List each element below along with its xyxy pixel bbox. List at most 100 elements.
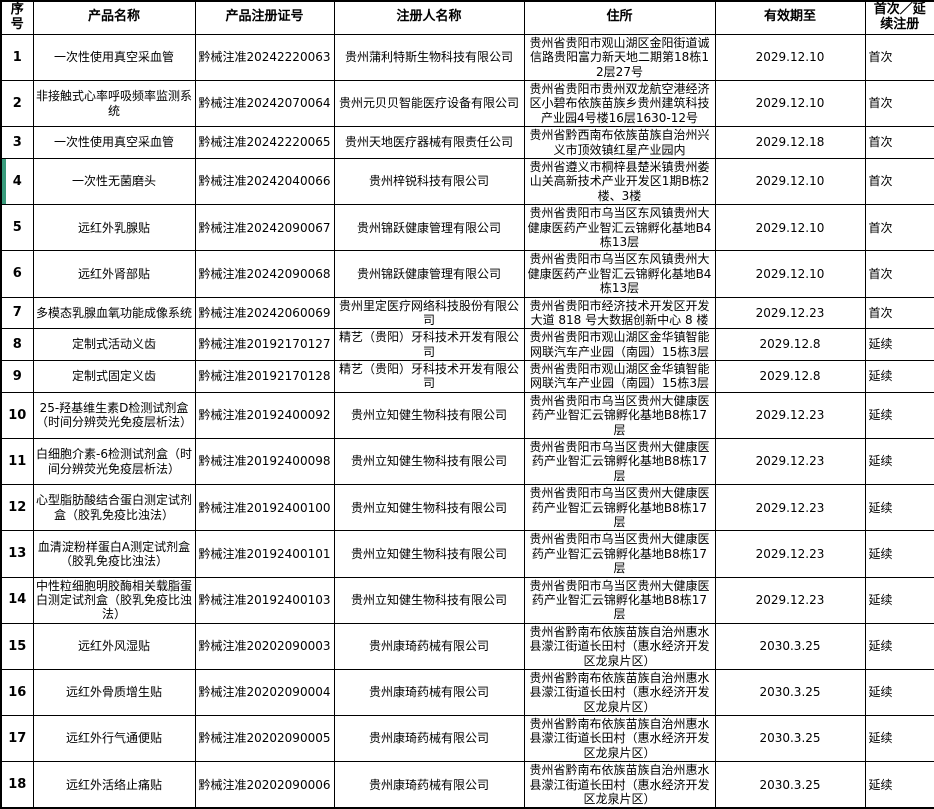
cell-registration-type: 延续	[864, 576, 934, 624]
cell-registration-type: 延续	[864, 391, 934, 440]
header-serial-number: 序号	[0, 0, 34, 35]
cell-product-name: 一次性使用真空采血管	[32, 33, 196, 82]
cell-serial-number: 5	[0, 204, 34, 252]
header-registration-type: 首次／延续注册	[864, 0, 934, 35]
cell-registration-type: 首次	[864, 157, 934, 206]
cell-registration-type: 首次	[864, 204, 934, 252]
table-row: 4 一次性无菌磨头 黔械注准20242040066 贵州梓锐科技有限公司 贵州省遵义市桐…	[0, 157, 934, 206]
cell-registrant-name: 贵州康琦药械有限公司	[333, 715, 525, 763]
cell-registrant-name: 贵州康琦药械有限公司	[333, 622, 525, 670]
cell-registration-number: 黔械注准20242090067	[194, 204, 335, 252]
cell-address: 贵州省黔西南布依族苗族自治州兴义市顶效镇红星产业园内	[523, 126, 716, 159]
cell-product-name: 定制式活动义齿	[32, 328, 196, 362]
cell-registrant-name: 贵州立知健生物科技有限公司	[333, 576, 525, 624]
cell-product-name: 定制式固定义齿	[32, 360, 196, 393]
cell-serial-number: 13	[0, 530, 34, 578]
cell-serial-number: 14	[0, 576, 34, 624]
cell-registration-type: 延续	[864, 761, 934, 809]
cell-registrant-name: 贵州里定医疗网络科技股份有限公司	[333, 296, 525, 330]
cell-product-name: 非接触式心率呼吸频率监测系统	[32, 80, 196, 128]
cell-valid-until: 2029.12.10	[714, 80, 866, 128]
cell-serial-number: 12	[0, 484, 34, 532]
cell-registration-number: 黔械注准20192170128	[194, 360, 335, 393]
cell-address: 贵州省黔南布依族苗族自治州惠水县濛江街道长田村（惠水经济开发区龙泉片区）	[523, 761, 716, 809]
table-body: 1 一次性使用真空采血管 黔械注准20242220063 贵州蒲利特斯生物科技有限公司…	[0, 33, 934, 809]
table-row: 2 非接触式心率呼吸频率监测系统 黔械注准20242070064 贵州元贝贝智能医疗设…	[0, 80, 934, 128]
cell-registration-number: 黔械注准20192170127	[194, 328, 335, 362]
cell-registration-type: 延续	[864, 530, 934, 578]
cell-address: 贵州省黔南布依族苗族自治州惠水县濛江街道长田村（惠水经济开发区龙泉片区）	[523, 622, 716, 670]
cell-product-name: 心型脂肪酸结合蛋白测定试剂盒（胶乳免疫比浊法）	[32, 484, 196, 532]
cell-valid-until: 2029.12.10	[714, 157, 866, 206]
cell-address: 贵州省贵阳市乌当区贵州大健康医药产业智汇云锦孵化基地B8栋17层	[523, 391, 716, 440]
header-product-name: 产品名称	[32, 0, 196, 35]
cell-product-name: 远红外风湿贴	[32, 622, 196, 670]
cell-registration-number: 黔械注准20202090005	[194, 715, 335, 763]
cell-registration-number: 黔械注准20242040066	[194, 157, 335, 206]
table-row: 17 远红外行气通便贴 黔械注准20202090005 贵州康琦药械有限公司 贵州省黔南…	[0, 715, 934, 763]
cell-registrant-name: 贵州立知健生物科技有限公司	[333, 391, 525, 440]
cell-product-name: 一次性使用真空采血管	[32, 126, 196, 159]
header-valid-until: 有效期至	[714, 0, 866, 35]
table-row: 11 白细胞介素-6检测试剂盒（时间分辨荧光免疫层析法） 黔械注准201924000…	[0, 438, 934, 486]
table-row: 10 25-羟基维生素D检测试剂盒（时间分辨荧光免疫层析法） 黔械注准2019240…	[0, 391, 934, 440]
header-registration-number: 产品注册证号	[194, 0, 335, 35]
cell-serial-number: 10	[0, 391, 34, 440]
cell-registration-number: 黔械注准20192400098	[194, 438, 335, 486]
cell-serial-number: 1	[0, 33, 34, 82]
cell-valid-until: 2029.12.10	[714, 33, 866, 82]
cell-serial-number: 16	[0, 668, 34, 717]
cell-registrant-name: 贵州康琦药械有限公司	[333, 761, 525, 809]
cell-valid-until: 2029.12.10	[714, 204, 866, 252]
cell-serial-number: 15	[0, 622, 34, 670]
cell-address: 贵州省贵阳市观山湖区金华镇智能网联汽车产业园（南园）15栋3层	[523, 360, 716, 393]
cell-address: 贵州省贵阳市经济技术开发区开发大道 818 号大数据创新中心 8 楼	[523, 296, 716, 330]
cell-registrant-name: 精艺（贵阳）牙科技术开发有限公司	[333, 328, 525, 362]
cell-product-name: 多模态乳腺血氧功能成像系统	[32, 296, 196, 330]
cell-serial-number: 9	[0, 360, 34, 393]
cell-address: 贵州省贵阳市观山湖区金阳街道诚信路贵阳富力新天地二期第18栋12层27号	[523, 33, 716, 82]
cell-registration-number: 黔械注准20242220065	[194, 126, 335, 159]
cell-address: 贵州省贵阳市贵州双龙航空港经济区小碧布依族苗族乡贵州建筑科技产业园4号楼16层1…	[523, 80, 716, 128]
cell-registrant-name: 贵州蒲利特斯生物科技有限公司	[333, 33, 525, 82]
cell-serial-number: 8	[0, 328, 34, 362]
cell-registration-type: 延续	[864, 668, 934, 717]
cell-registrant-name: 精艺（贵阳）牙科技术开发有限公司	[333, 360, 525, 393]
cell-address: 贵州省黔南布依族苗族自治州惠水县濛江街道长田村（惠水经济开发区龙泉片区）	[523, 715, 716, 763]
cell-serial-number: 2	[0, 80, 34, 128]
cell-registration-number: 黔械注准20192400092	[194, 391, 335, 440]
cell-registration-type: 延续	[864, 484, 934, 532]
header-address: 住所	[523, 0, 716, 35]
cell-registration-number: 黔械注准20242220063	[194, 33, 335, 82]
cell-valid-until: 2029.12.23	[714, 296, 866, 330]
cell-serial-number: 3	[0, 126, 34, 159]
cell-registrant-name: 贵州立知健生物科技有限公司	[333, 438, 525, 486]
cell-registrant-name: 贵州锦跃健康管理有限公司	[333, 204, 525, 252]
table-row: 12 心型脂肪酸结合蛋白测定试剂盒（胶乳免疫比浊法） 黔械注准20192400100…	[0, 484, 934, 532]
cell-valid-until: 2030.3.25	[714, 761, 866, 809]
cell-registration-type: 延续	[864, 438, 934, 486]
cell-valid-until: 2030.3.25	[714, 622, 866, 670]
cell-valid-until: 2029.12.10	[714, 250, 866, 298]
header-row: 序号 产品名称 产品注册证号 注册人名称 住所 有效期至 首次／延续注册	[0, 0, 934, 35]
cell-valid-until: 2029.12.23	[714, 530, 866, 578]
cell-address: 贵州省遵义市桐梓县楚米镇贵州娄山关高新技术产业开发区1期B栋2楼、3楼	[523, 157, 716, 206]
cell-product-name: 远红外骨质增生贴	[32, 668, 196, 717]
cell-registration-type: 延续	[864, 715, 934, 763]
cell-serial-number: 11	[0, 438, 34, 486]
cell-product-name: 中性粒细胞明胶酶相关载脂蛋白测定试剂盒（胶乳免疫比浊法）	[32, 576, 196, 624]
cell-registration-type: 首次	[864, 80, 934, 128]
cell-valid-until: 2030.3.25	[714, 715, 866, 763]
cell-valid-until: 2030.3.25	[714, 668, 866, 717]
table-row: 9 定制式固定义齿 黔械注准20192170128 精艺（贵阳）牙科技术开发有限公司贵…	[0, 360, 934, 393]
cell-valid-until: 2029.12.23	[714, 438, 866, 486]
cell-registration-number: 黔械注准20192400100	[194, 484, 335, 532]
cell-registration-type: 首次	[864, 126, 934, 159]
cell-address: 贵州省贵阳市乌当区贵州大健康医药产业智汇云锦孵化基地B8栋17层	[523, 484, 716, 532]
header-registrant-name: 注册人名称	[333, 0, 525, 35]
cell-product-name: 25-羟基维生素D检测试剂盒（时间分辨荧光免疫层析法）	[32, 391, 196, 440]
cell-registration-number: 黔械注准20202090003	[194, 622, 335, 670]
table-row: 15 远红外风湿贴 黔械注准20202090003 贵州康琦药械有限公司 贵州省黔南布依…	[0, 622, 934, 670]
cell-registrant-name: 贵州锦跃健康管理有限公司	[333, 250, 525, 298]
cell-product-name: 远红外肾部贴	[32, 250, 196, 298]
